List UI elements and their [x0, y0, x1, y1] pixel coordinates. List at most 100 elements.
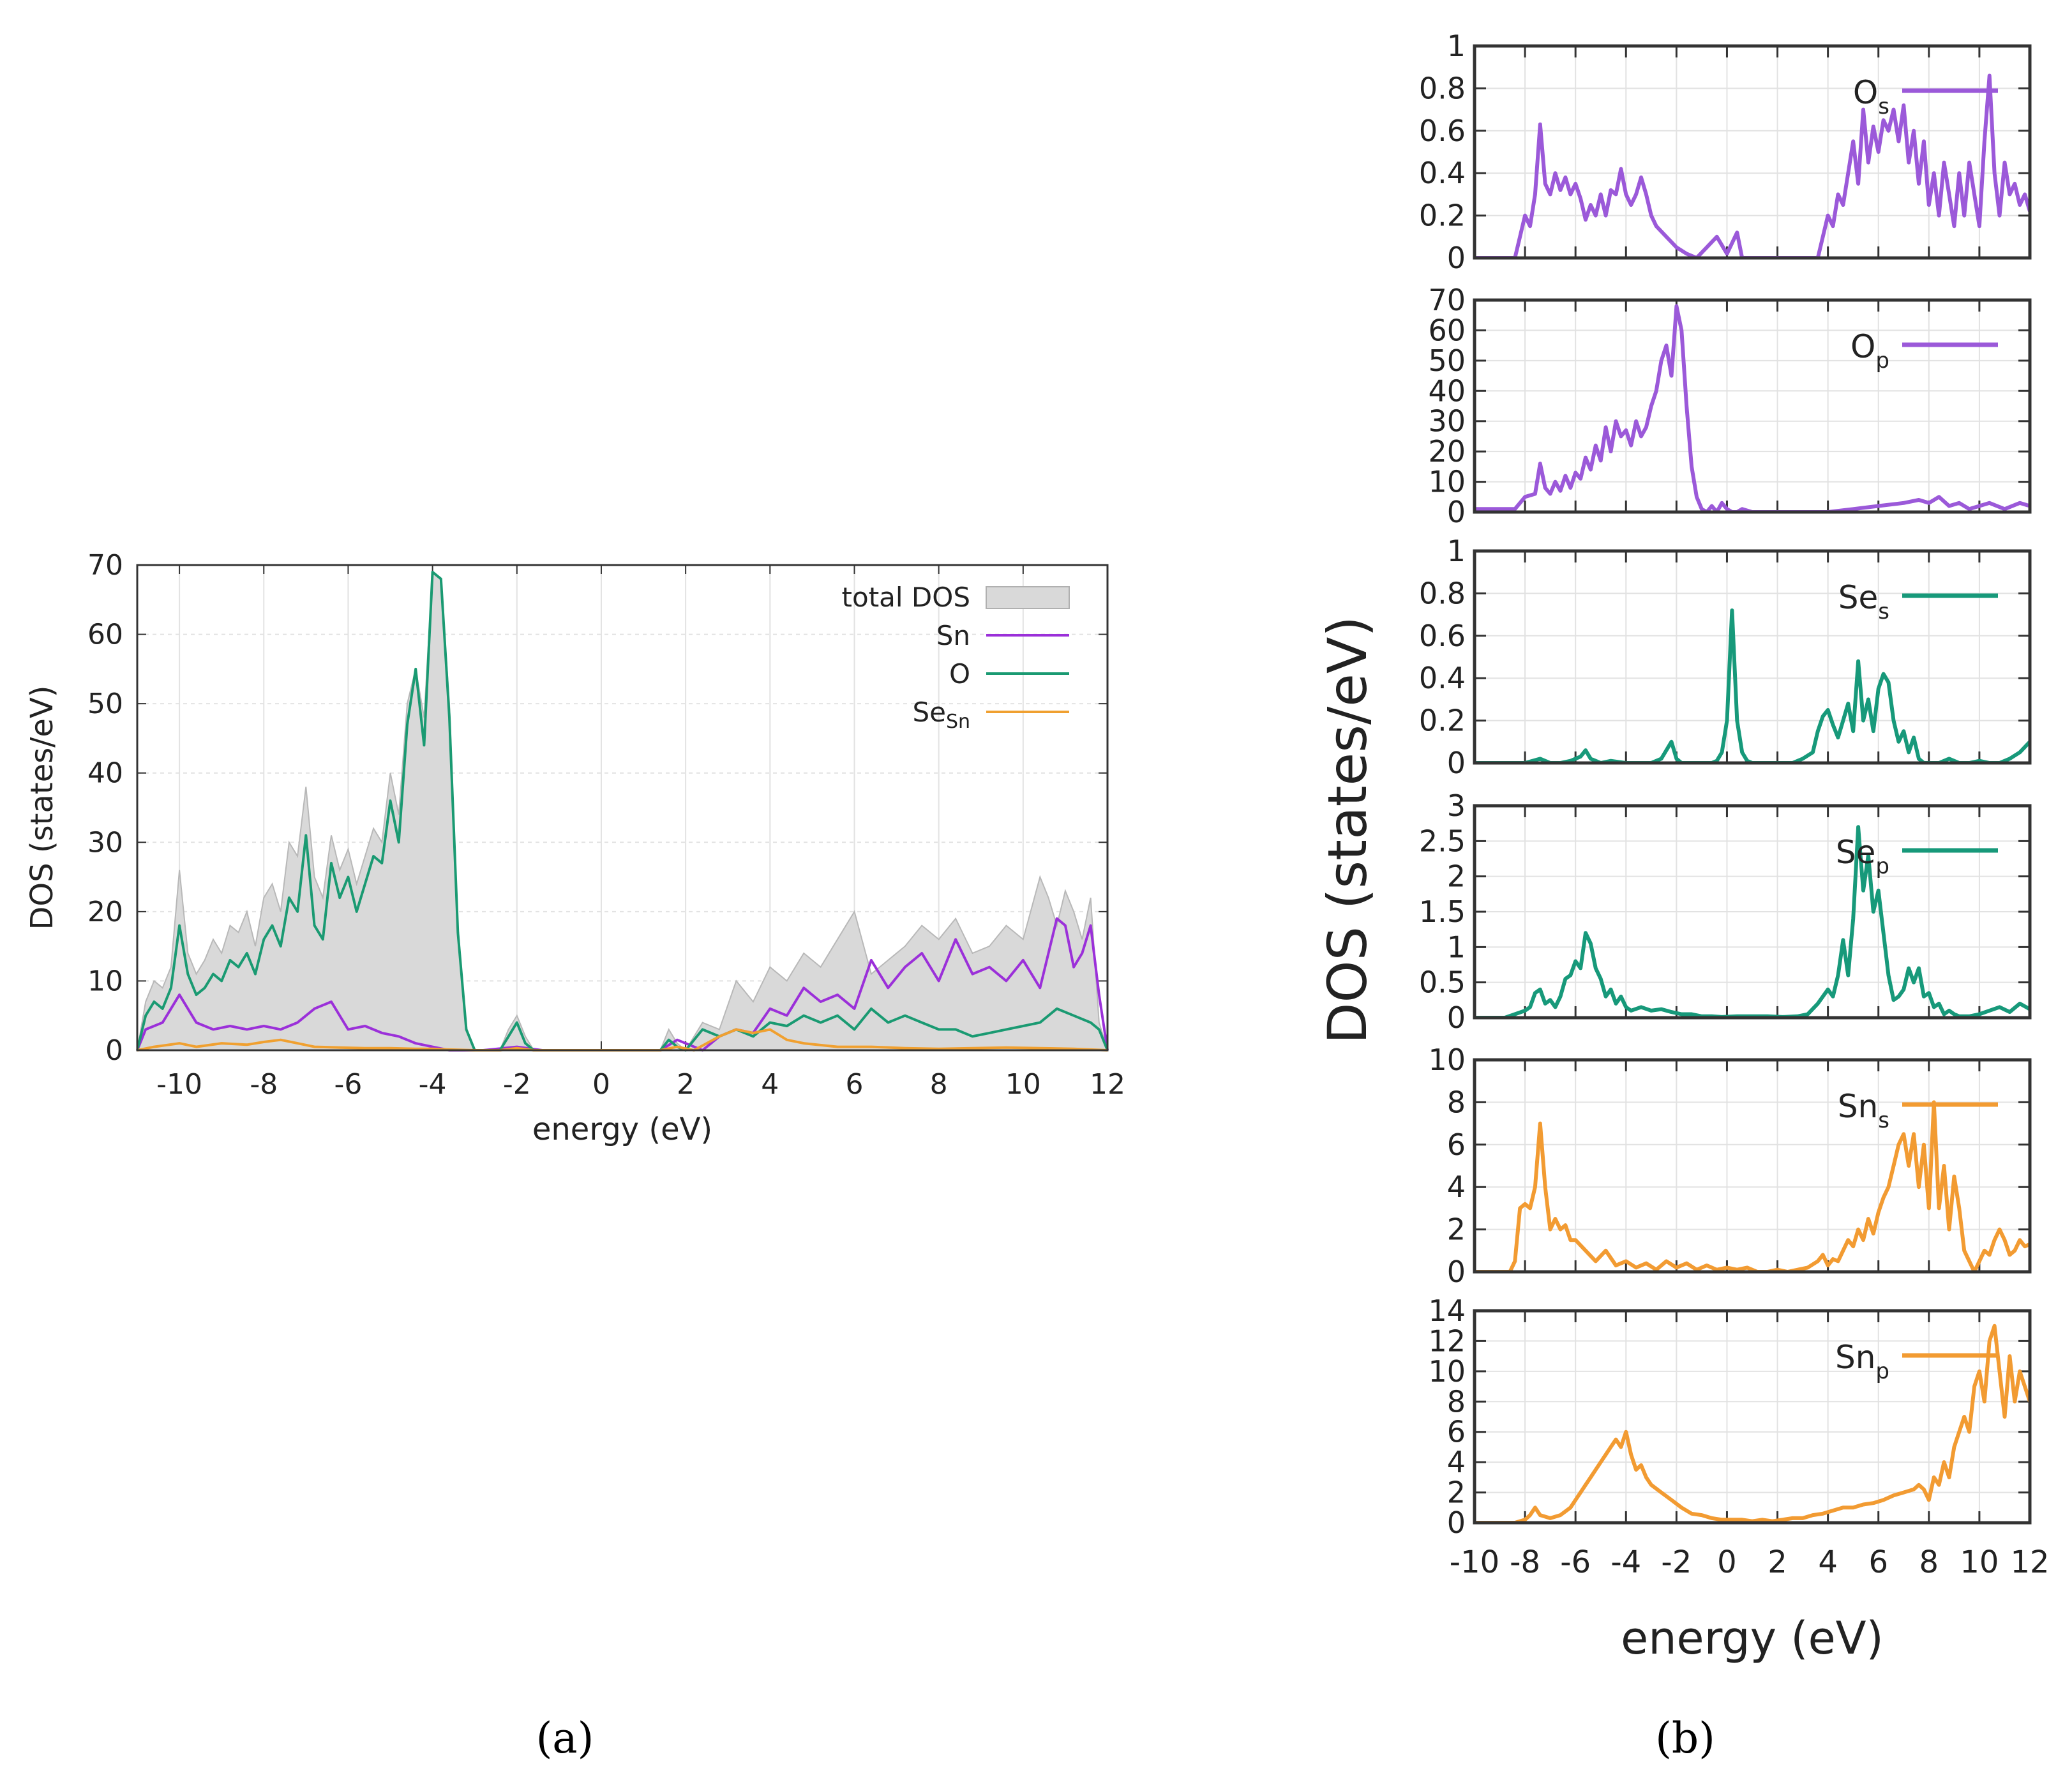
panel-b-plot-frame [1473, 44, 2032, 260]
panel-b-ytick-label: 0 [1447, 1000, 1466, 1035]
panel-label-b: (b) [1655, 1714, 1715, 1763]
panel-b-ytick-label: 60 [1428, 313, 1466, 347]
panel-b-ytick-label: 0 [1447, 746, 1466, 780]
panel-b-xtick-label: -6 [1560, 1544, 1591, 1580]
panel-b-ytick-label: 0 [1447, 1505, 1466, 1540]
panel-b-xtick-label: 2 [1768, 1544, 1787, 1580]
panel-a-series-se-sn-line [137, 1028, 1108, 1052]
panel-b-ytick-label: 4 [1447, 1170, 1466, 1204]
panel-a-ytick-label: 60 [87, 619, 123, 651]
panel-b-ytick-label: 3 [1447, 788, 1466, 823]
panel-b-ytick-label: 10 [1428, 1043, 1466, 1077]
panel-b-x-axis-title: energy (eV) [1621, 1612, 1884, 1664]
panel-b-ytick-label: 10 [1428, 465, 1466, 499]
panel-b-ytick-label: 0.4 [1419, 661, 1466, 695]
panel-a-xtick-label: 8 [930, 1068, 948, 1101]
panel-a-ytick-label: 10 [87, 965, 123, 997]
panel-a-legend-label: O [949, 658, 970, 690]
panel-a-xtick-label: -8 [250, 1068, 278, 1101]
panel-b-ytick-label: 40 [1428, 373, 1466, 408]
panel-b-ytick-label: 1 [1447, 930, 1466, 964]
panel-a-xtick-label: -2 [503, 1068, 531, 1101]
panel-b-series-line [1475, 73, 2030, 258]
panel-b-ytick-label: 0.5 [1419, 965, 1466, 1000]
panel-a-xtick-label: -6 [334, 1068, 362, 1101]
panel-a-legend-swatch [986, 586, 1070, 609]
panel-a-legend: total DOS Sn O SeSn [842, 582, 1070, 733]
panel-b-legend-label: Snp [1835, 1339, 1889, 1384]
panel-a-series-o-line [136, 570, 1109, 1052]
panel-b-ytick-label: 0.4 [1419, 156, 1466, 190]
panel-b-ytick-label: 0.2 [1419, 199, 1466, 233]
panel-a-xtick-label: 10 [1005, 1068, 1041, 1101]
panel-a-xtick-label: 2 [677, 1068, 694, 1101]
panel-b-ytick-label: 0 [1447, 495, 1466, 529]
panel-b-plot-frame [1473, 804, 2032, 1020]
panel-a-legend-label: Sn [936, 620, 970, 651]
panel-b-ytick-label: 2 [1447, 859, 1466, 894]
panel-b-subplot-sn-s: 0 2 4 6 8 10 Sns [1428, 1043, 2032, 1289]
panel-b-ytick-label: 50 [1428, 343, 1466, 378]
panel-b-plot-frame [1473, 1309, 2032, 1525]
panel-a-chart: -10 -8 -6 -4 -2 0 2 4 6 8 10 12 0 10 20 30 40 50 60 70 energ… [24, 549, 1125, 1147]
panel-b-subplot-se-s: 0 0.2 0.4 0.6 0.8 1 Ses [1419, 534, 2032, 780]
panel-b-ytick-label: 0 [1447, 241, 1466, 275]
panel-b-xtick-label: -8 [1510, 1544, 1540, 1580]
panel-b-chart: 00.20.40.60.81Os010203040506070Op00.20.4… [1316, 29, 2050, 1664]
panel-b-legend-label: Os [1853, 74, 1889, 119]
panel-a-xtick-label: 12 [1090, 1068, 1125, 1101]
panel-label-a: (a) [536, 1714, 594, 1763]
panel-b-series-line [1475, 1324, 2030, 1523]
panel-b-ytick-label: 1.5 [1419, 894, 1466, 929]
panel-b-ytick-label: 0.8 [1419, 576, 1466, 610]
panel-a-ytick-label: 0 [105, 1034, 123, 1067]
panel-b-plot-frame [1473, 549, 2032, 765]
panel-b-xtick-label: -10 [1450, 1544, 1499, 1580]
panel-a-xtick-label: -10 [156, 1068, 202, 1101]
panel-b-ytick-label: 2 [1447, 1212, 1466, 1247]
panel-b-plot-frame [1473, 1058, 2032, 1274]
panel-b-ytick-label: 1 [1447, 29, 1466, 63]
panel-b-ytick-label: 0.8 [1419, 71, 1466, 105]
panel-b-ytick-label: 20 [1428, 434, 1466, 469]
panel-b-ytick-label: 0.2 [1419, 704, 1466, 738]
panel-b-ytick-label: 6 [1447, 1128, 1466, 1162]
panel-b-ytick-label: 30 [1428, 404, 1466, 439]
panel-b-legend-label: Op [1851, 328, 1889, 373]
panel-a-plot-frame [136, 564, 1109, 1052]
panel-b-ytick-label: 4 [1447, 1445, 1466, 1479]
panel-b-xtick-label: 0 [1717, 1544, 1737, 1580]
panel-b-ytick-label: 1 [1447, 534, 1466, 568]
panel-b-ytick-label: 0.6 [1419, 619, 1466, 653]
panel-b-plot-frame [1473, 298, 2032, 514]
panel-a-xtick-label: 4 [761, 1068, 779, 1101]
panel-a-ytick-label: 20 [87, 896, 123, 928]
panel-a-ytick-label: 50 [87, 688, 123, 720]
panel-b-ytick-label: 10 [1428, 1354, 1466, 1389]
panel-b-xtick-label: 12 [2010, 1544, 2049, 1580]
panel-b-legend-label: Ses [1838, 579, 1889, 624]
panel-a-legend-label: SeSn [912, 697, 970, 733]
panel-b-xtick-label: -2 [1661, 1544, 1692, 1580]
panel-a-legend-label: total DOS [842, 582, 970, 613]
panel-b-ytick-label: 12 [1428, 1324, 1466, 1358]
panel-b-y-axis-title: DOS (states/eV) [1316, 616, 1379, 1044]
panel-b-ytick-label: 2.5 [1419, 824, 1466, 858]
panel-a-ytick-label: 70 [87, 549, 123, 582]
panel-b-xtick-label: -4 [1610, 1544, 1641, 1580]
panel-b-legend-label: Sns [1838, 1088, 1889, 1133]
panel-a-xtick-label: 6 [845, 1068, 863, 1101]
panel-a-y-axis-title: DOS (states/eV) [24, 685, 60, 930]
panel-b-ytick-label: 2 [1447, 1475, 1466, 1510]
panel-b-ytick-label: 8 [1447, 1085, 1466, 1119]
panel-a-x-axis-title: energy (eV) [532, 1112, 712, 1147]
panel-b-ytick-label: 70 [1428, 283, 1466, 317]
panel-a-ytick-label: 30 [87, 826, 123, 859]
panel-b-subplot-o-s: 0 0.2 0.4 0.6 0.8 1 Os [1419, 29, 2032, 275]
panel-b-xtick-label: 4 [1818, 1544, 1838, 1580]
panel-a-xtick-label: -4 [419, 1068, 447, 1101]
panel-b-ytick-label: 8 [1447, 1384, 1466, 1419]
